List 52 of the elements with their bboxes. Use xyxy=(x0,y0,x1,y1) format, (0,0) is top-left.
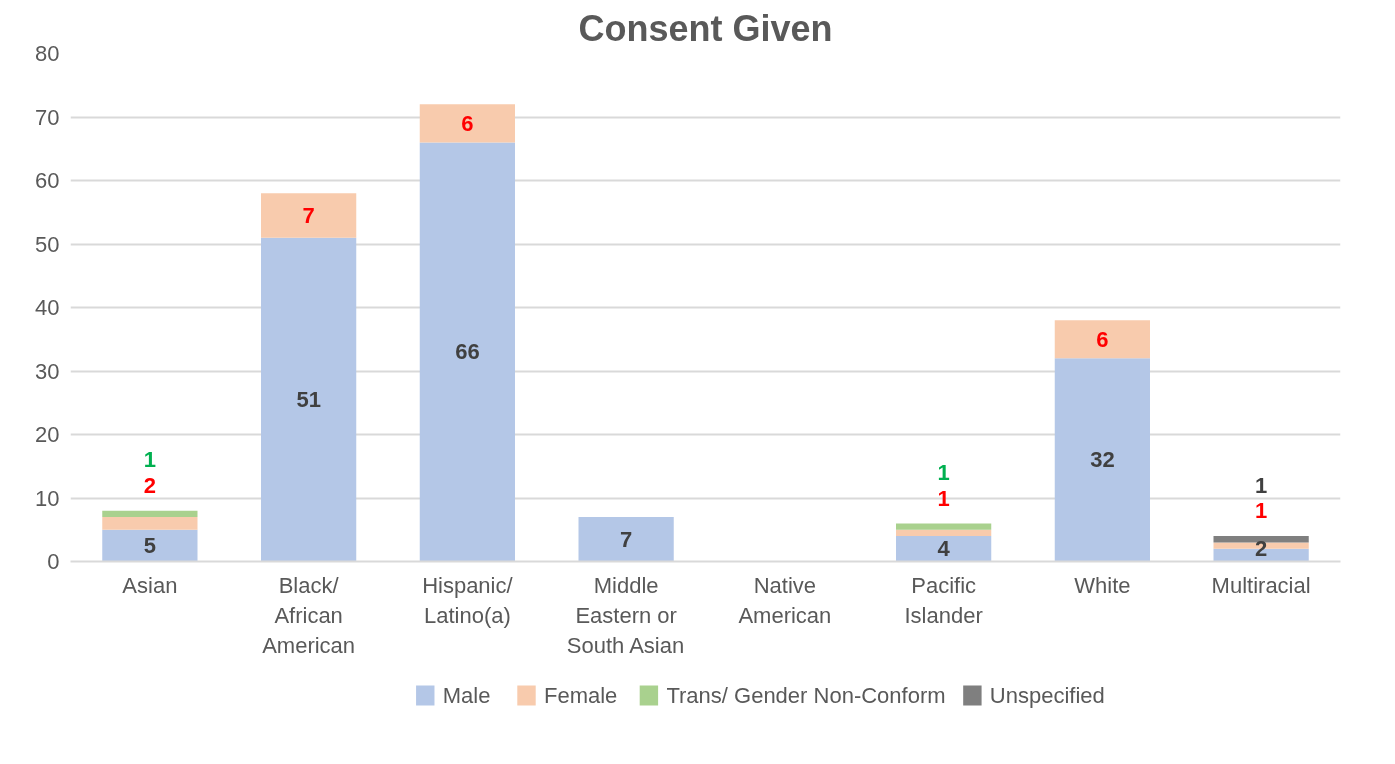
bar xyxy=(896,529,992,537)
data-label: 6 xyxy=(461,110,474,136)
data-label: 51 xyxy=(296,387,321,413)
x-tick-label: Multiracial xyxy=(1211,572,1311,598)
bar xyxy=(102,510,198,518)
bar xyxy=(102,529,198,562)
bar xyxy=(419,142,515,562)
y-tick-label: 20 xyxy=(35,422,60,447)
x-tick-label: Asian xyxy=(122,572,178,598)
data-label: 7 xyxy=(302,202,315,228)
x-tick-label: Pacific Islander xyxy=(904,572,983,628)
data-label: 1 xyxy=(1255,498,1268,524)
legend-label: Trans/ Gender Non-Conform xyxy=(666,683,946,708)
y-tick-label: 60 xyxy=(35,168,60,193)
bar xyxy=(1054,358,1150,562)
chart-title: Consent Given xyxy=(578,7,833,49)
bar xyxy=(896,523,992,530)
data-label: 1 xyxy=(1255,472,1268,498)
y-tick-label: 80 xyxy=(35,41,60,66)
x-tick-label: Middle Eastern or South Asian xyxy=(566,572,685,658)
legend-label: Unspecified xyxy=(989,683,1105,708)
data-label: 1 xyxy=(937,485,950,511)
bar xyxy=(1054,320,1150,359)
data-label: 7 xyxy=(620,526,633,552)
bar xyxy=(896,536,992,562)
data-label: 5 xyxy=(143,533,157,559)
x-tick-label: Black/ African American xyxy=(262,572,356,658)
bar xyxy=(419,104,515,143)
data-label: 2 xyxy=(1255,536,1268,562)
y-tick-label: 40 xyxy=(35,295,60,320)
y-tick-label: 10 xyxy=(35,485,60,511)
data-label: 66 xyxy=(455,339,480,365)
x-tick-label: White xyxy=(1074,572,1131,598)
bar xyxy=(261,193,357,238)
legend-label: Male xyxy=(442,683,491,708)
data-label: 1 xyxy=(143,447,157,473)
bar xyxy=(1213,536,1309,543)
data-label: 2 xyxy=(143,472,157,498)
y-tick-label: 70 xyxy=(35,104,60,130)
legend-label: Female xyxy=(543,683,618,708)
data-label: 1 xyxy=(937,460,950,486)
y-tick-label: 0 xyxy=(47,549,60,574)
data-label: 32 xyxy=(1090,447,1115,473)
x-tick-label: Hispanic/ Latino(a) xyxy=(422,572,514,628)
bar xyxy=(578,517,674,562)
y-tick-label: 50 xyxy=(35,231,60,257)
data-label: 4 xyxy=(937,536,951,562)
data-label: 6 xyxy=(1096,326,1109,352)
bar xyxy=(102,517,198,530)
x-tick-label: Native American xyxy=(738,572,832,628)
bar xyxy=(261,237,357,562)
y-tick-label: 30 xyxy=(35,358,60,384)
